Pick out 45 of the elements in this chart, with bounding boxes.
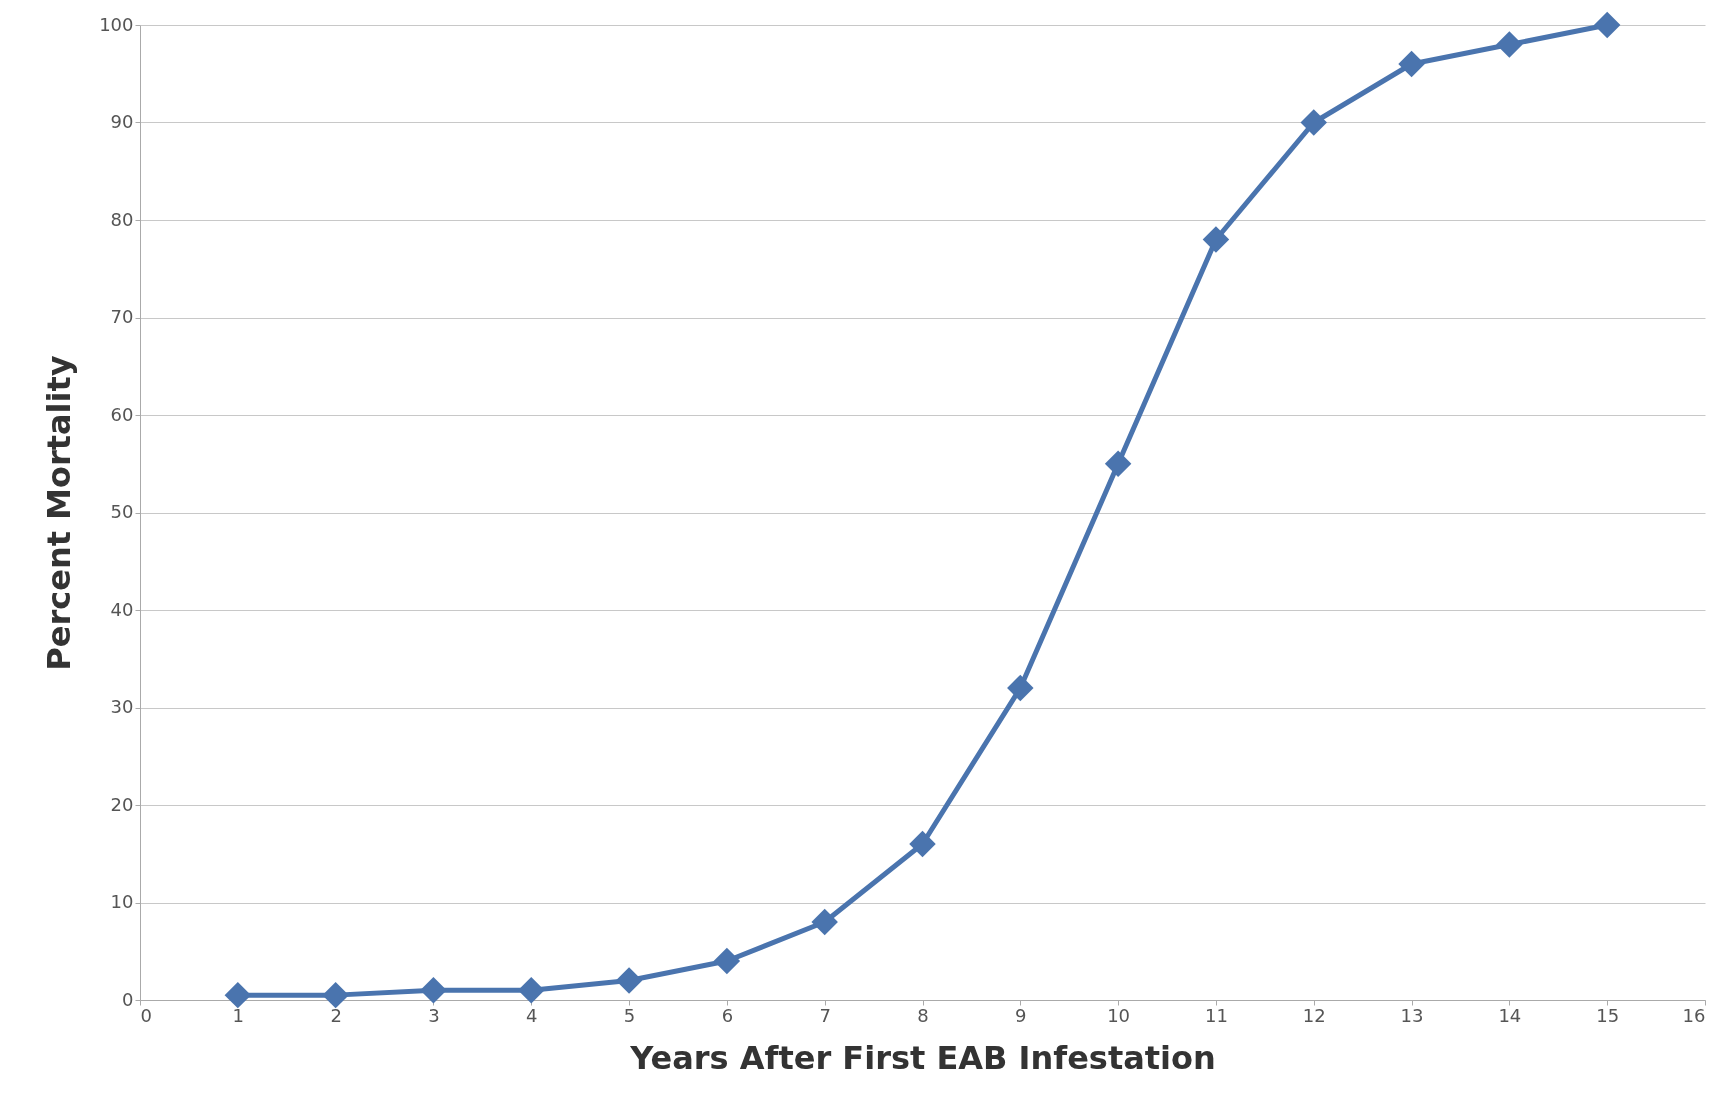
x-tick-label: 4 — [526, 1004, 538, 1026]
point — [518, 977, 545, 1004]
x-tick-label: 5 — [623, 1004, 636, 1026]
point — [1300, 109, 1327, 136]
point — [322, 981, 349, 1009]
y-axis-title: Percent Mortality — [40, 355, 79, 671]
point — [615, 967, 643, 994]
point — [909, 830, 936, 858]
y-tick-label: 40 — [110, 598, 134, 620]
y-tick-label: 100 — [99, 13, 134, 35]
x-tick-label: 11 — [1204, 1004, 1228, 1026]
x-tick-label: 6 — [721, 1004, 734, 1026]
x-tick-label: 9 — [1015, 1004, 1027, 1026]
point — [1104, 450, 1132, 477]
point — [713, 947, 741, 975]
x-tick-label: 3 — [428, 1004, 440, 1026]
x-tick-label: 7 — [819, 1004, 831, 1026]
x-tick-label: 10 — [1107, 1004, 1131, 1026]
point — [811, 908, 838, 936]
y-tick-label: 20 — [110, 793, 134, 815]
x-tick-label: 8 — [917, 1004, 929, 1026]
x-axis-title: Years After First EAB Infestation — [629, 1038, 1216, 1077]
x-tick-label: 2 — [330, 1004, 342, 1026]
point — [224, 981, 252, 1009]
point — [420, 977, 447, 1004]
y-tick-label: 0 — [122, 988, 134, 1010]
y-tick-label: 80 — [110, 208, 134, 230]
y-tick-label: 70 — [110, 306, 134, 327]
y-tick-label: 60 — [110, 403, 134, 425]
x-tick-label: 13 — [1400, 1004, 1424, 1026]
y-tick-label: 10 — [110, 891, 134, 912]
x-tick-label: 14 — [1498, 1004, 1522, 1026]
point — [1398, 50, 1425, 78]
x-tick-label: 0 — [140, 1004, 152, 1026]
point — [1202, 226, 1230, 253]
point — [1496, 31, 1523, 58]
y-tick-label: 50 — [110, 501, 134, 522]
point — [1007, 674, 1034, 702]
x-tick-label: 15 — [1596, 1004, 1620, 1026]
y-tick-label: 30 — [110, 696, 134, 717]
y-tick-label: 90 — [110, 111, 134, 132]
point — [1593, 11, 1621, 39]
x-tick-label: 16 — [1682, 1004, 1706, 1026]
x-tick-label: 1 — [232, 1004, 245, 1026]
x-tick-label: 12 — [1302, 1004, 1326, 1026]
